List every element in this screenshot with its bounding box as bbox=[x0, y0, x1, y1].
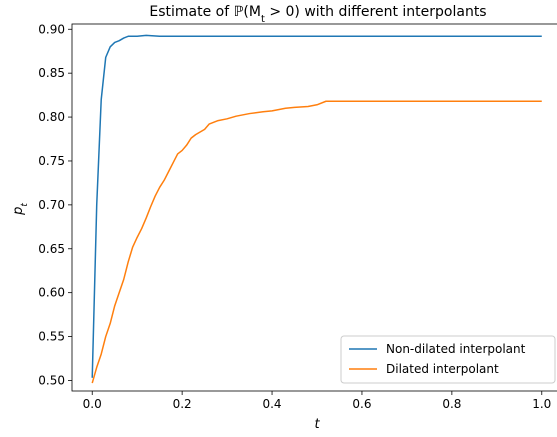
series-line-2 bbox=[91, 100, 542, 384]
plot-area bbox=[71, 23, 557, 392]
y-tick-label: 0.50 bbox=[38, 373, 65, 387]
legend-label-1: Non-dilated interpolant bbox=[386, 342, 526, 356]
y-tick-label: 0.60 bbox=[38, 286, 65, 300]
y-axis-label: pt bbox=[11, 203, 30, 216]
chart-title: Estimate of ℙ(Mt > 0) with different int… bbox=[149, 4, 486, 25]
x-tick-label: 1.0 bbox=[532, 397, 551, 411]
x-axis-label: t bbox=[314, 417, 320, 432]
plot-frame bbox=[71, 23, 557, 392]
x-tick-label: 0.8 bbox=[442, 397, 461, 411]
y-tick-label: 0.70 bbox=[38, 198, 65, 212]
x-tick-label: 0.0 bbox=[83, 397, 102, 411]
y-tick-label: 0.55 bbox=[38, 330, 65, 344]
series-line-1 bbox=[91, 34, 542, 378]
y-tick-label: 0.85 bbox=[38, 66, 65, 80]
x-tick-label: 0.6 bbox=[352, 397, 371, 411]
y-tick-label: 0.90 bbox=[38, 22, 65, 36]
legend-label-2: Dilated interpolant bbox=[386, 362, 499, 376]
y-tick-label: 0.65 bbox=[38, 242, 65, 256]
legend-box bbox=[340, 335, 556, 384]
x-tick-label: 0.2 bbox=[173, 397, 192, 411]
x-axis: 0.0 0.2 0.4 0.6 0.8 1.0 bbox=[83, 391, 551, 411]
chart-title-subscript: t bbox=[261, 14, 265, 25]
y-axis: 0.50 0.55 0.60 0.65 0.70 0.75 0.80 0.85 0.90 bbox=[38, 22, 72, 387]
y-tick-label: 0.80 bbox=[38, 110, 65, 124]
y-axis-label-subscript: t bbox=[20, 203, 30, 207]
x-tick-label: 0.4 bbox=[262, 397, 281, 411]
y-tick-label: 0.75 bbox=[38, 154, 65, 168]
svg-text:pt: pt bbox=[11, 203, 30, 216]
legend: Non-dilated interpolant Dilated interpola… bbox=[340, 335, 556, 384]
